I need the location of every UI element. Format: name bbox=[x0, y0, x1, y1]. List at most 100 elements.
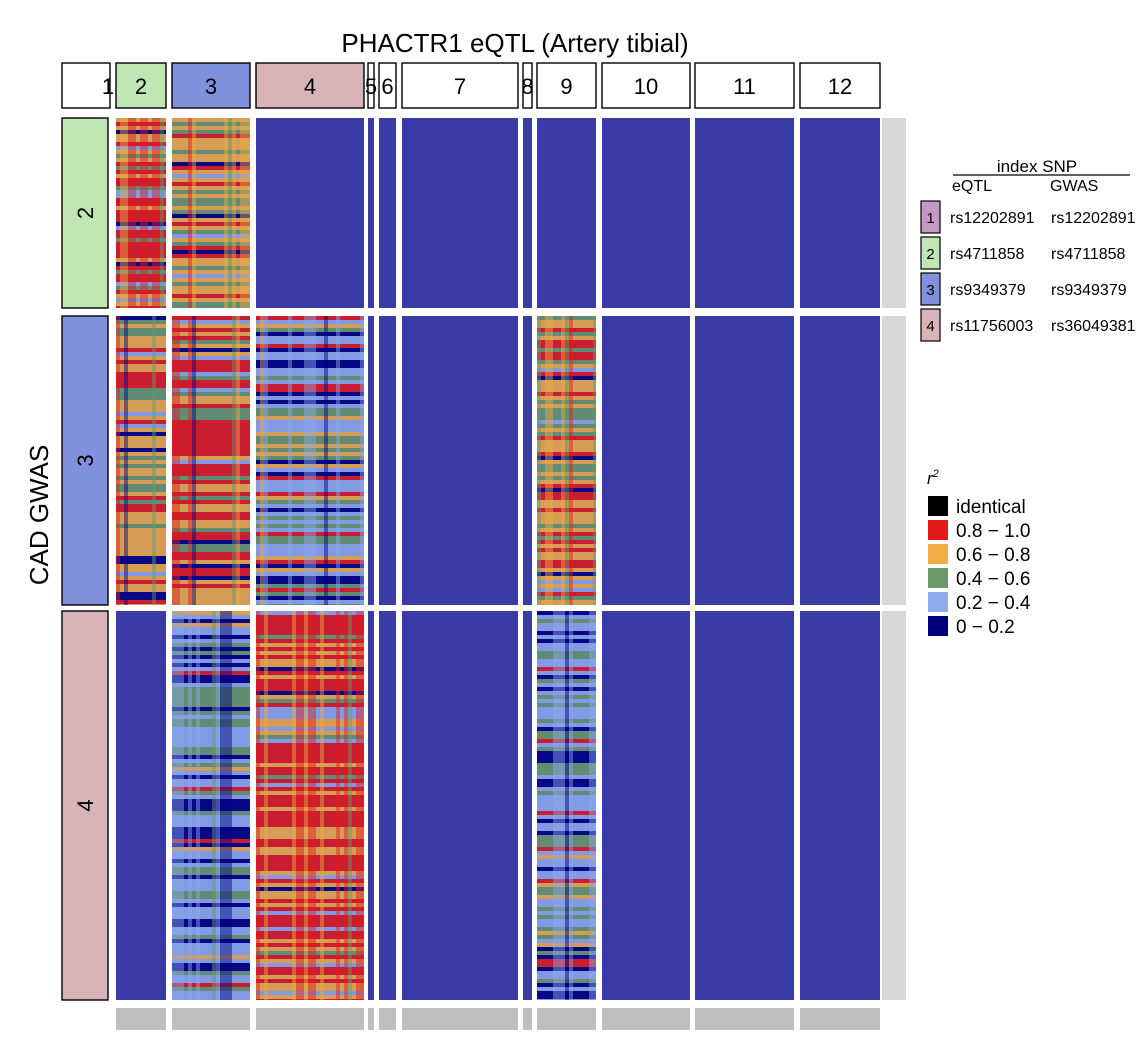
ld-row-stripe bbox=[537, 556, 596, 560]
column-block-box bbox=[799, 62, 881, 109]
row-block-box bbox=[61, 610, 109, 1001]
column-block-box bbox=[694, 62, 795, 109]
ld-row-stripe bbox=[256, 408, 364, 412]
ld-row-stripe bbox=[116, 568, 166, 572]
ld-row-stripe bbox=[256, 635, 364, 639]
ld-row-stripe bbox=[537, 895, 596, 899]
ld-row-stripe bbox=[537, 476, 596, 480]
ld-col-stripe bbox=[160, 118, 164, 308]
ld-row-stripe bbox=[116, 198, 166, 202]
ld-row-stripe bbox=[116, 420, 166, 424]
cell-background bbox=[256, 118, 364, 308]
ld-row-stripe bbox=[172, 492, 250, 496]
ld-row-stripe bbox=[256, 572, 364, 576]
ld-row-stripe bbox=[172, 843, 250, 847]
ld-row-stripe bbox=[256, 871, 364, 875]
ld-row-stripe bbox=[256, 719, 364, 723]
ld-row-stripe bbox=[116, 384, 166, 388]
ld-row-stripe bbox=[172, 324, 250, 328]
ld-row-stripe bbox=[537, 671, 596, 675]
ld-row-stripe bbox=[256, 891, 364, 895]
ld-row-stripe bbox=[116, 222, 166, 226]
snp-legend-id: 1 bbox=[926, 210, 934, 227]
ld-row-stripe bbox=[172, 783, 250, 787]
ld-row-stripe bbox=[172, 895, 250, 899]
ld-row-stripe bbox=[537, 368, 596, 372]
ld-row-stripe bbox=[256, 687, 364, 691]
ld-row-stripe bbox=[172, 194, 250, 198]
snp-legend-header-eqtl: eQTL bbox=[952, 178, 992, 195]
snp-tick-labels-y bbox=[882, 316, 906, 605]
ld-row-stripe bbox=[172, 464, 250, 468]
ld-row-stripe bbox=[172, 995, 250, 999]
cell-row2-col11 bbox=[695, 118, 794, 308]
ld-row-stripe bbox=[537, 548, 596, 552]
ld-row-stripe bbox=[172, 651, 250, 655]
ld-row-stripe bbox=[537, 576, 596, 580]
ld-row-stripe bbox=[172, 258, 250, 262]
ld-row-stripe bbox=[537, 348, 596, 352]
ld-row-stripe bbox=[116, 302, 166, 306]
ld-row-stripe bbox=[256, 623, 364, 627]
ld-row-stripe bbox=[172, 206, 250, 210]
column-block-9: 9 bbox=[536, 62, 597, 109]
ld-row-stripe bbox=[116, 218, 166, 222]
ld-row-stripe bbox=[172, 771, 250, 775]
ld-row-stripe bbox=[172, 679, 250, 683]
ld-row-stripe bbox=[172, 863, 250, 867]
ld-row-stripe bbox=[172, 298, 250, 302]
ld-row-stripe bbox=[256, 759, 364, 763]
ld-row-stripe bbox=[256, 711, 364, 715]
ld-row-stripe bbox=[537, 560, 596, 564]
row-block-label: 3 bbox=[73, 454, 98, 466]
column-block-box bbox=[601, 62, 691, 109]
cell-row2-col3 bbox=[172, 118, 250, 308]
ld-col-stripe bbox=[144, 118, 148, 308]
ld-row-stripe bbox=[256, 823, 364, 827]
ld-row-stripe bbox=[537, 847, 596, 851]
ld-row-stripe bbox=[537, 859, 596, 863]
ld-row-stripe bbox=[537, 767, 596, 771]
ld-row-stripe bbox=[172, 404, 250, 408]
ld-col-stripe bbox=[360, 316, 364, 605]
ld-row-stripe bbox=[116, 348, 166, 352]
ld-row-stripe bbox=[256, 416, 364, 420]
column-block-label: 4 bbox=[304, 74, 316, 99]
ld-row-stripe bbox=[172, 635, 250, 639]
ld-row-stripe bbox=[537, 404, 596, 408]
ld-row-stripe bbox=[537, 364, 596, 368]
ld-row-stripe bbox=[256, 512, 364, 516]
ld-row-stripe bbox=[116, 516, 166, 520]
ld-row-stripe bbox=[537, 352, 596, 356]
ld-row-stripe bbox=[172, 939, 250, 943]
ld-row-stripe bbox=[256, 655, 364, 659]
cell-row3-col5 bbox=[368, 316, 374, 605]
column-block-label: 12 bbox=[828, 74, 852, 99]
ld-col-stripe bbox=[336, 611, 340, 1000]
ld-row-stripe bbox=[172, 400, 250, 404]
ld-row-stripe bbox=[172, 795, 250, 799]
ld-row-stripe bbox=[116, 126, 166, 130]
ld-row-stripe bbox=[537, 919, 596, 923]
snp-legend-swatch bbox=[920, 236, 941, 270]
ld-col-stripe bbox=[192, 316, 196, 605]
ld-row-stripe bbox=[172, 823, 250, 827]
cell-row2-col9 bbox=[537, 118, 596, 308]
ld-row-stripe bbox=[256, 348, 364, 352]
ld-row-stripe bbox=[172, 883, 250, 887]
ld-row-stripe bbox=[172, 452, 250, 456]
ld-row-stripe bbox=[172, 979, 250, 983]
ld-row-stripe bbox=[116, 258, 166, 262]
ld-row-stripe bbox=[116, 234, 166, 238]
ld-col-stripe bbox=[132, 118, 136, 308]
ld-row-stripe bbox=[256, 763, 364, 767]
ld-row-stripe bbox=[172, 847, 250, 851]
ld-row-stripe bbox=[172, 631, 250, 635]
ld-row-stripe bbox=[256, 328, 364, 332]
ld-row-stripe bbox=[256, 963, 364, 967]
ld-row-stripe bbox=[172, 178, 250, 182]
ld-row-stripe bbox=[172, 596, 250, 600]
ld-row-stripe bbox=[537, 480, 596, 484]
ld-row-stripe bbox=[116, 178, 166, 182]
ld-row-stripe bbox=[256, 604, 364, 605]
